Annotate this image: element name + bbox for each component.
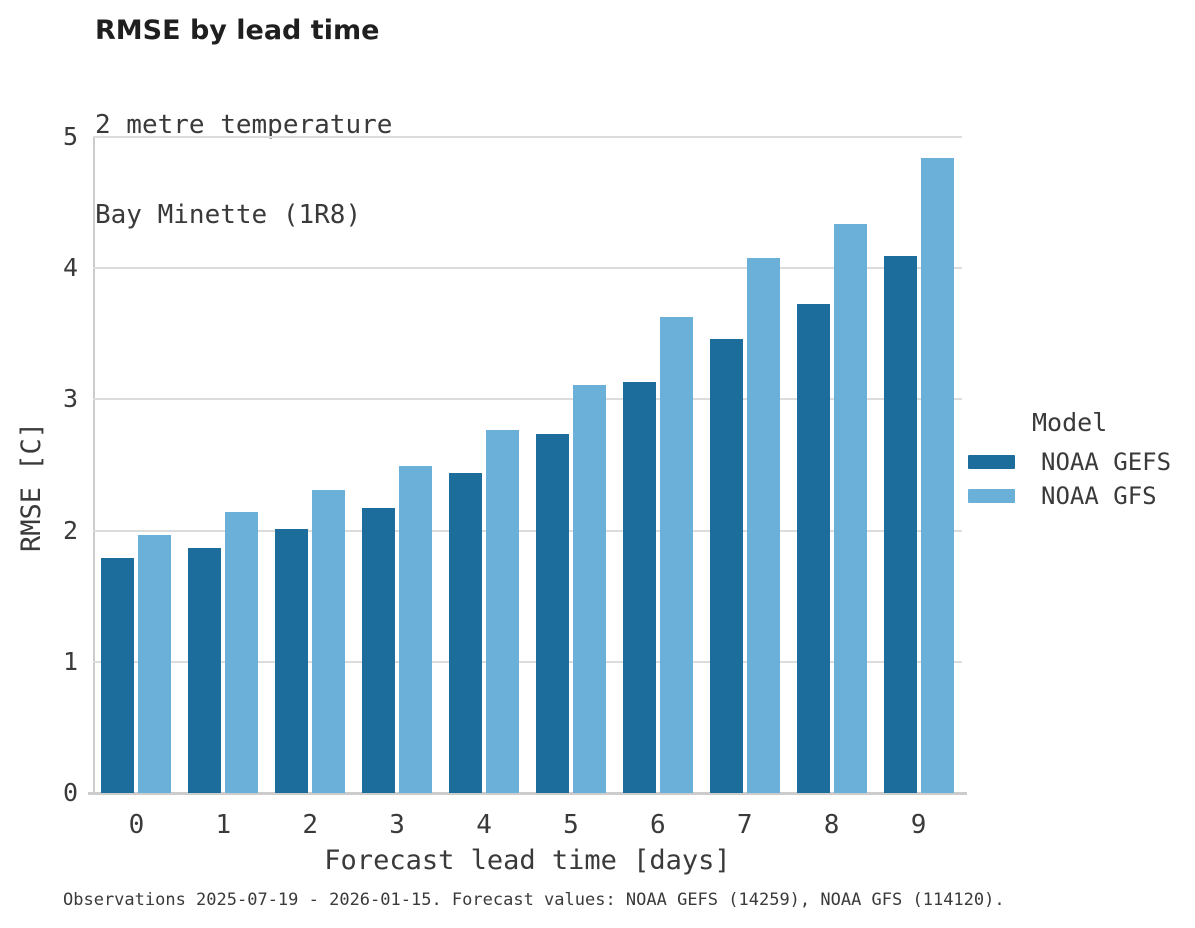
bar-noaa-gefs-lead-6 xyxy=(622,382,656,793)
bar-noaa-gfs-lead-2 xyxy=(312,489,346,793)
gridline-y-1 xyxy=(93,660,962,663)
y-axis-label: RMSE [C] xyxy=(15,421,47,553)
bar-noaa-gfs-lead-1 xyxy=(225,512,259,793)
legend-title: Model xyxy=(1032,408,1108,437)
bar-noaa-gfs-lead-3 xyxy=(399,466,433,793)
x-tick-label-7: 7 xyxy=(736,810,753,840)
legend: Model NOAA GEFS NOAA GFS xyxy=(966,408,1191,510)
y-axis-spine xyxy=(93,137,95,793)
caption-text: Observations 2025-07-19 - 2026-01-15. Fo… xyxy=(63,890,1005,910)
legend-swatch xyxy=(968,489,1015,503)
y-tick-label-1: 1 xyxy=(62,646,78,676)
bar-noaa-gfs-lead-6 xyxy=(659,316,693,793)
x-axis-line xyxy=(88,792,967,795)
gridline-y-5 xyxy=(93,136,962,138)
bar-noaa-gfs-lead-7 xyxy=(746,257,780,793)
chart-subtitle: 2 metre temperature Bay Minette (1R8) xyxy=(95,50,392,290)
x-tick-label-3: 3 xyxy=(389,810,405,840)
bar-noaa-gfs-lead-0 xyxy=(138,534,172,793)
bar-noaa-gfs-lead-5 xyxy=(572,384,606,793)
gridline-y-4 xyxy=(93,267,962,270)
bar-noaa-gfs-lead-8 xyxy=(833,223,867,793)
bar-noaa-gefs-lead-5 xyxy=(535,433,569,793)
x-tick-label-6: 6 xyxy=(650,810,666,840)
bar-noaa-gefs-lead-8 xyxy=(796,303,830,793)
subtitle-line-variable: 2 metre temperature xyxy=(95,110,393,140)
x-tick-label-8: 8 xyxy=(823,810,840,840)
subtitle-line-station: Bay Minette (1R8) xyxy=(95,200,362,230)
legend-label: NOAA GFS xyxy=(1041,482,1157,510)
x-tick-label-1: 1 xyxy=(215,810,232,840)
bar-noaa-gefs-lead-9 xyxy=(883,256,917,793)
x-axis-label: Forecast lead time [days] xyxy=(324,845,731,876)
bar-noaa-gefs-lead-1 xyxy=(188,547,222,793)
legend-entries: NOAA GEFS NOAA GFS xyxy=(966,448,1191,510)
legend-label: NOAA GEFS xyxy=(1041,448,1172,476)
y-tick-label-5: 5 xyxy=(62,122,78,151)
bar-noaa-gfs-lead-9 xyxy=(920,158,954,793)
gridline-y-2 xyxy=(93,529,962,532)
legend-swatch xyxy=(968,455,1015,469)
y-tick-label-0: 0 xyxy=(62,778,78,807)
legend-entry-noaa-gfs: NOAA GFS xyxy=(966,482,1191,510)
x-tick-label-0: 0 xyxy=(128,810,145,840)
x-tick-label-2: 2 xyxy=(302,810,319,840)
plot-area xyxy=(88,136,967,795)
bar-noaa-gfs-lead-4 xyxy=(486,429,520,793)
y-tick-label-4: 4 xyxy=(62,253,78,283)
bar-noaa-gefs-lead-3 xyxy=(362,508,396,793)
x-tick-label-5: 5 xyxy=(563,810,579,840)
x-tick-label-9: 9 xyxy=(910,810,927,840)
chart-title: RMSE by lead time xyxy=(95,15,380,46)
bar-noaa-gefs-lead-7 xyxy=(709,339,743,793)
y-tick-label-3: 3 xyxy=(62,384,78,414)
y-tick-label-2: 2 xyxy=(62,515,78,545)
legend-entry-noaa-gefs: NOAA GEFS xyxy=(966,448,1191,476)
gridline-y-3 xyxy=(93,398,962,401)
bar-noaa-gefs-lead-0 xyxy=(101,558,135,793)
bar-noaa-gefs-lead-2 xyxy=(275,529,309,793)
bar-noaa-gefs-lead-4 xyxy=(449,472,483,793)
x-tick-label-4: 4 xyxy=(476,810,492,840)
